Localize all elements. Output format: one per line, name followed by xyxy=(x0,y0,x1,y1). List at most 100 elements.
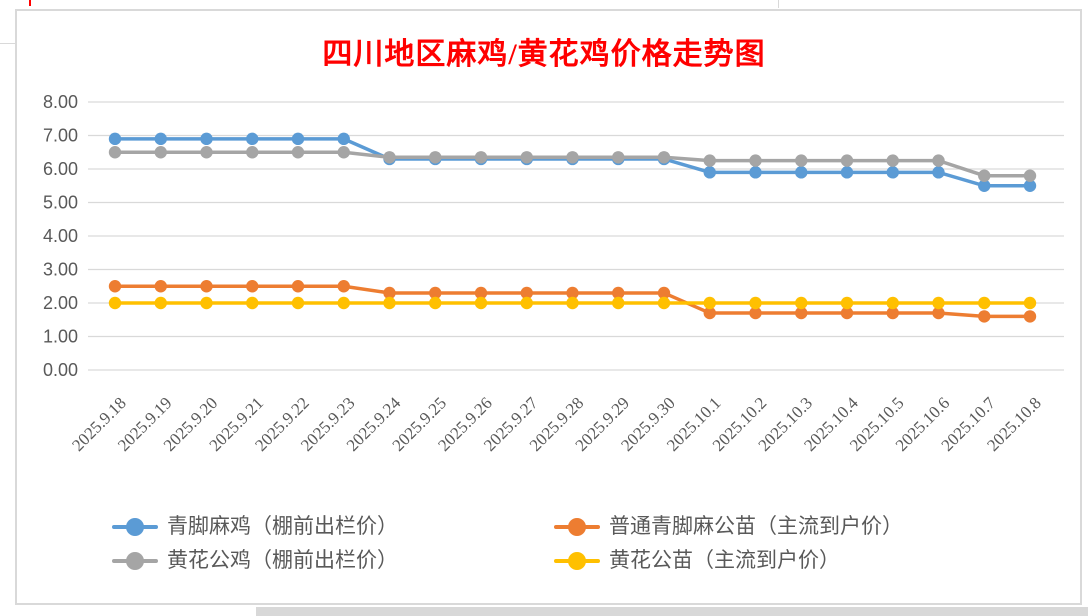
chart-container xyxy=(15,9,1082,605)
data-point-marker xyxy=(886,166,899,179)
data-point-marker xyxy=(200,280,213,293)
cell-gridline-artifact-left xyxy=(0,43,15,44)
legend-line-marker-icon xyxy=(112,551,158,570)
data-point-marker xyxy=(520,296,533,310)
data-point-marker xyxy=(108,296,122,310)
data-point-marker xyxy=(932,166,945,179)
legend-line-marker-icon xyxy=(554,551,600,570)
data-point-marker xyxy=(246,296,259,310)
data-point-marker xyxy=(383,286,396,300)
data-point-marker xyxy=(337,280,350,293)
data-point-marker xyxy=(429,151,442,164)
data-point-marker xyxy=(978,169,991,182)
legend-item-qingjiao-maji: 青脚麻鸡（棚前出栏价） xyxy=(112,516,554,537)
data-point-marker xyxy=(795,166,808,179)
data-point-marker xyxy=(291,280,305,293)
data-point-marker xyxy=(886,296,899,310)
data-point-marker xyxy=(795,306,808,320)
data-point-marker xyxy=(1023,179,1037,192)
data-point-marker xyxy=(291,132,305,146)
data-point-marker xyxy=(978,179,991,192)
data-point-marker xyxy=(566,286,579,300)
legend-item-qingjiaoma-gongmiao: 普通青脚麻公苗（主流到户价） xyxy=(554,516,903,537)
legend-label: 青脚麻鸡（棚前出栏价） xyxy=(167,514,398,538)
data-point-marker xyxy=(474,296,488,310)
data-point-marker xyxy=(520,286,533,300)
legend-label: 黄花公鸡（棚前出栏价） xyxy=(167,548,398,572)
y-axis-label: 8.00 xyxy=(43,92,78,112)
data-point-marker xyxy=(108,280,122,293)
red-mark-artifact xyxy=(29,0,31,6)
data-point-marker xyxy=(1023,310,1037,323)
data-point-marker xyxy=(840,166,854,179)
data-point-marker xyxy=(703,154,716,167)
data-point-marker xyxy=(749,154,762,167)
legend-item-huanghua-gongmiao: 黄花公苗（主流到户价） xyxy=(554,550,903,571)
data-point-marker xyxy=(932,296,945,310)
data-point-marker xyxy=(1023,169,1037,182)
legend-dot xyxy=(568,517,586,536)
data-point-marker xyxy=(978,310,991,323)
data-point-marker xyxy=(200,296,213,310)
legend-dot xyxy=(568,551,586,570)
data-point-marker xyxy=(703,166,716,179)
data-point-marker xyxy=(246,280,259,293)
data-point-marker xyxy=(703,296,716,310)
data-point-marker xyxy=(566,151,579,164)
data-point-marker xyxy=(749,306,762,320)
chart-legend: 青脚麻鸡（棚前出栏价） 普通青脚麻公苗（主流到户价） 黄花公鸡（棚前出栏价） 黄… xyxy=(112,516,903,571)
data-point-marker xyxy=(474,151,488,164)
data-point-marker xyxy=(566,296,579,310)
data-point-marker xyxy=(200,132,213,146)
data-point-marker xyxy=(337,146,350,159)
data-point-marker xyxy=(337,132,350,146)
legend-dot xyxy=(126,551,144,570)
chart-title: 四川地区麻鸡/黄花鸡价格走势图 xyxy=(322,38,766,71)
data-point-marker xyxy=(520,151,533,164)
data-point-marker xyxy=(337,296,350,310)
data-point-marker xyxy=(978,296,991,310)
data-point-marker xyxy=(749,296,762,310)
legend-line-marker-icon xyxy=(112,517,158,536)
data-point-marker xyxy=(429,296,442,310)
data-point-marker xyxy=(200,146,213,159)
data-point-marker xyxy=(840,296,854,310)
data-point-marker xyxy=(612,286,625,300)
data-point-marker xyxy=(657,151,671,164)
y-axis-label: 5.00 xyxy=(43,193,78,213)
y-axis-label: 1.00 xyxy=(43,327,78,347)
data-point-marker xyxy=(291,296,305,310)
data-point-marker xyxy=(154,296,167,310)
data-point-marker xyxy=(795,296,808,310)
data-point-marker xyxy=(657,296,671,310)
data-point-marker xyxy=(291,146,305,159)
data-point-marker xyxy=(108,146,122,159)
data-point-marker xyxy=(886,306,899,320)
data-point-marker xyxy=(932,154,945,167)
data-point-marker xyxy=(932,306,945,320)
data-point-marker xyxy=(246,146,259,159)
data-point-marker xyxy=(703,306,716,320)
data-point-marker xyxy=(795,154,808,167)
data-point-marker xyxy=(246,132,259,146)
y-axis-label: 2.00 xyxy=(43,293,78,313)
y-axis-label: 0.00 xyxy=(43,360,78,380)
data-point-marker xyxy=(429,286,442,300)
data-point-marker xyxy=(612,151,625,164)
data-point-marker xyxy=(383,296,396,310)
data-point-marker xyxy=(108,132,122,146)
data-point-marker xyxy=(154,280,167,293)
y-axis-label: 3.00 xyxy=(43,260,78,280)
y-axis-label: 7.00 xyxy=(43,126,78,146)
data-point-marker xyxy=(657,286,671,300)
cell-gridline-artifact-top xyxy=(778,0,779,8)
data-point-marker xyxy=(383,151,396,164)
data-point-marker xyxy=(154,132,167,146)
data-point-marker xyxy=(612,296,625,310)
data-point-marker xyxy=(1023,296,1037,310)
legend-item-huanghua-gongji: 黄花公鸡（棚前出栏价） xyxy=(112,550,554,571)
data-point-marker xyxy=(840,154,854,167)
y-axis-label: 4.00 xyxy=(43,226,78,246)
